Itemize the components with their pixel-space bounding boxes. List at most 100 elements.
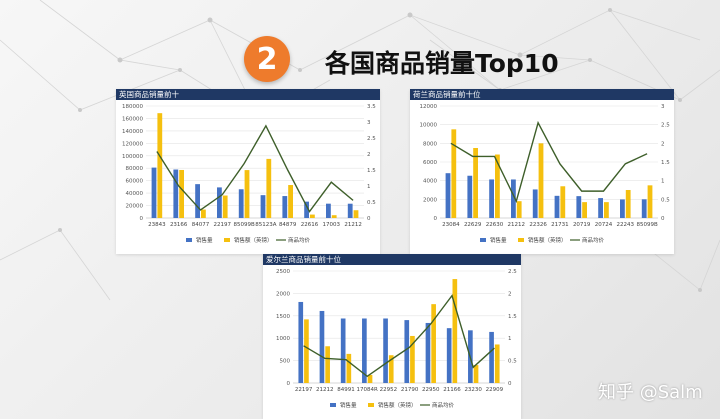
bar-qty [598,198,603,218]
bar-qty [425,322,431,383]
bar-qty [195,184,200,218]
legend-label: 销售额（英镑） [528,236,567,244]
bar-qty [554,195,560,218]
bar-amount [538,143,544,218]
legend-label: 销售额（英镑） [234,236,273,244]
y-right-tick-label: 2 [508,291,512,297]
bar-qty [620,199,625,218]
x-tick-label: 22950 [422,387,440,393]
bar-amount [388,355,394,383]
x-tick-label: 22630 [486,222,504,228]
bar-amount [560,186,566,218]
y-left-tick-label: 2000 [423,197,437,203]
x-tick-label: 21731 [551,222,569,228]
y-right-tick-label: 1 [367,184,371,190]
x-tick-label: 85099B [636,222,657,228]
legend-swatch [518,238,524,242]
legend-label: 销售量 [340,401,357,409]
x-tick-label: 17084R [357,387,378,393]
bar-amount [431,304,436,383]
bar-amount [346,353,352,383]
bar-qty [467,175,473,218]
bar-qty [282,196,288,218]
bar-qty [347,203,353,218]
bar-qty [340,318,346,383]
x-tick-label: 22326 [529,222,547,228]
x-tick-label: 22243 [617,222,635,228]
bar-qty [319,310,325,383]
y-right-tick-label: 2.5 [367,136,376,142]
x-tick-label: 21790 [401,387,419,393]
y-left-tick-label: 1500 [276,314,290,320]
bar-qty [383,318,388,383]
chart-panel-uk: 英国商品销量前十 0 20000 40000 60000 80000 100000 1200… [116,89,380,254]
bar-amount [410,335,415,383]
y-right-tick-label: 1.5 [508,314,517,320]
legend-label: 商品均价 [288,236,311,244]
x-tick-label: 21212 [344,222,362,228]
y-right-tick-label: 0 [508,381,512,387]
legend-swatch [224,238,230,242]
y-left-tick-label: 140000 [122,129,143,135]
chart-title-netherlands: 荷兰商品销量前十位 [410,89,674,100]
bar-qty [217,187,222,218]
y-left-tick-label: 0 [140,216,144,222]
y-left-tick-label: 60000 [126,179,144,185]
bar-qty [173,169,179,218]
bar-amount [244,170,250,218]
chart-panel-netherlands: 荷兰商品销量前十位 0 2000 4000 6000 8000 10000 12000 0 0.… [410,89,674,254]
y-left-tick-label: 40000 [126,191,144,197]
x-tick-label: 22909 [486,387,504,393]
y-right-tick-label: 0.5 [508,359,517,365]
y-right-tick-label: 2 [661,141,665,147]
x-tick-label: 22197 [295,387,313,393]
chart-title-ireland: 爱尔兰商品销量前十位 [263,254,521,265]
bar-amount [310,214,315,218]
y-left-tick-label: 20000 [126,204,144,210]
x-tick-label: 84077 [192,222,210,228]
chart-uk: 0 20000 40000 60000 80000 100000 120000 140000 1… [122,104,376,244]
bar-amount [157,113,163,218]
y-right-tick-label: 1.5 [661,160,670,166]
y-left-tick-label: 0 [434,216,438,222]
x-tick-label: 23166 [170,222,188,228]
bar-amount [473,365,479,383]
y-right-tick-label: 0 [367,216,371,222]
y-left-tick-label: 8000 [423,141,437,147]
bar-amount [304,319,309,383]
y-right-tick-label: 2.5 [661,123,670,129]
bar-qty [326,203,331,218]
bar-amount [473,148,478,218]
x-tick-label: 85099B [233,222,254,228]
bar-qty [641,199,647,218]
bar-amount [647,185,653,218]
bar-amount [604,202,609,218]
bar-qty [489,179,494,218]
bar-amount [201,209,206,218]
y-right-tick-label: 3.5 [367,104,376,110]
y-right-tick-label: 1 [508,336,512,342]
bar-qty [576,196,582,218]
x-tick-label: 20719 [573,222,591,228]
bar-amount [325,346,330,383]
x-tick-label: 22952 [380,387,398,393]
x-tick-label: 23843 [148,222,166,228]
legend-label: 销售量 [196,236,213,244]
y-right-tick-label: 3 [661,104,665,110]
line-avg-price [303,294,495,378]
watermark-text: 知乎 @Salm [598,382,703,403]
bar-qty [404,320,410,383]
legend-label: 商品均价 [582,236,605,244]
x-tick-label: 22629 [464,222,482,228]
y-left-tick-label: 6000 [423,160,437,166]
x-tick-label: 20724 [595,222,613,228]
y-left-tick-label: 100000 [122,154,143,160]
x-tick-label: 84991 [337,387,355,393]
legend-swatch [330,403,336,407]
legend-swatch [186,238,192,242]
x-tick-label: 21212 [508,222,526,228]
line-avg-price [156,124,354,213]
bar-amount [625,190,631,218]
x-tick-label: 17003 [323,222,341,228]
